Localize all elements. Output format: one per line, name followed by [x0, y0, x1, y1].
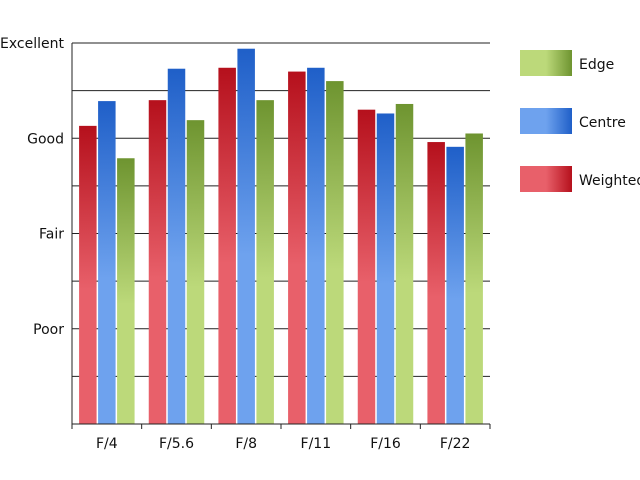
- bar-weighted-f-11: [288, 71, 306, 424]
- bar-centre-f-4: [98, 101, 116, 424]
- bar-edge-f-8: [256, 100, 274, 425]
- bar-weighted-f-5-6: [148, 100, 167, 425]
- y-tick-label-fair: Fair: [39, 227, 64, 243]
- bar-weighted-f-22: [427, 142, 445, 424]
- legend-item-centre: Centre: [520, 108, 626, 134]
- bar-edge-f-16: [395, 103, 414, 425]
- legend-label-centre: Centre: [579, 115, 626, 131]
- bar-centre-f-8: [237, 48, 255, 425]
- legend-item-edge: Edge: [520, 50, 614, 76]
- y-tick-label-good: Good: [27, 131, 64, 147]
- x-tick-label-f-5-6: F/5.6: [159, 436, 194, 452]
- x-tick-label-f-16: F/16: [370, 436, 401, 452]
- x-tick-label-f-22: F/22: [440, 436, 471, 452]
- x-tick-label-f-11: F/11: [301, 436, 332, 452]
- legend-item-weighted: Weighted: [520, 166, 640, 192]
- bar-edge-f-4: [117, 158, 135, 424]
- x-tick-label-f-4: F/4: [96, 436, 118, 452]
- grid: [72, 42, 490, 377]
- bar-centre-f-16: [376, 113, 395, 425]
- y-tick-label-poor: Poor: [33, 322, 64, 338]
- bar-weighted-f-16: [357, 109, 376, 425]
- legend-swatch-weighted: [520, 166, 572, 192]
- y-tick-label-excellent: Excellent: [0, 36, 64, 52]
- bar-centre-f-22: [446, 146, 464, 424]
- bar-centre-f-5-6: [167, 68, 186, 424]
- legend-swatch-centre: [520, 108, 572, 134]
- bar-centre-f-11: [307, 67, 325, 424]
- bar-edge-f-5-6: [186, 120, 205, 424]
- bar-edge-f-11: [326, 81, 344, 424]
- legend: Edge Centre Weighted: [520, 50, 640, 192]
- bar-edge-f-22: [465, 133, 483, 425]
- legend-label-edge: Edge: [579, 57, 614, 73]
- axes: Poor Fair Good Excellent F/4 F/5.6 F/8 F/11 F/16…: [0, 36, 491, 452]
- x-tick-label-f-8: F/8: [235, 436, 257, 452]
- bar-weighted-f-4: [79, 125, 97, 425]
- legend-swatch-edge: [520, 50, 572, 76]
- bar-weighted-f-8: [218, 67, 236, 424]
- legend-label-weighted: Weighted: [579, 173, 640, 189]
- bars: [79, 48, 483, 425]
